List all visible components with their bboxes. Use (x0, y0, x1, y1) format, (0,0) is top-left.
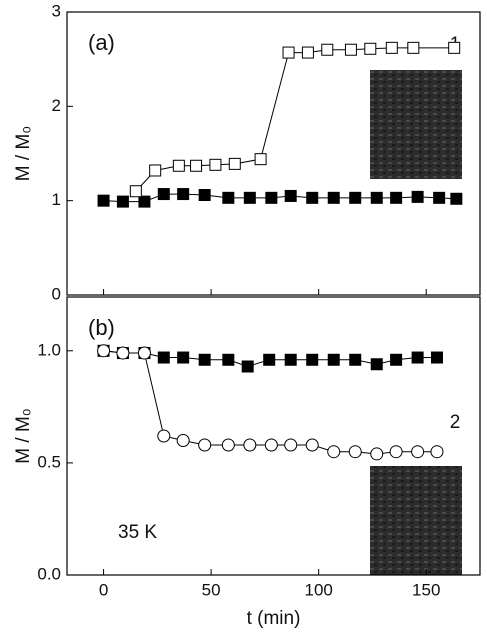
panel-label: (a) (88, 30, 115, 55)
marker (241, 360, 254, 373)
x-tick-label: 150 (412, 580, 440, 599)
marker (138, 195, 151, 208)
series-line (103, 193, 457, 203)
marker (254, 153, 267, 166)
marker (344, 43, 357, 56)
marker (228, 157, 241, 170)
marker (306, 353, 319, 366)
marker (198, 438, 212, 452)
marker (349, 191, 362, 204)
marker (301, 46, 314, 59)
marker (198, 353, 211, 366)
marker (264, 438, 278, 452)
plot-frame (66, 11, 481, 296)
marker (349, 353, 362, 366)
marker (370, 191, 383, 204)
marker (327, 353, 340, 366)
marker (97, 344, 111, 358)
note: 35 K (118, 522, 157, 543)
marker (157, 351, 170, 364)
y-tick-label: 3 (52, 1, 61, 20)
marker (306, 191, 319, 204)
marker (177, 188, 190, 201)
marker (177, 351, 190, 364)
panel-label: (b) (88, 315, 115, 340)
inset-label: 2 (476, 534, 482, 548)
marker (157, 429, 171, 443)
marker (243, 191, 256, 204)
marker (450, 192, 463, 205)
y-tick-label: 0 (52, 284, 61, 303)
marker (222, 191, 235, 204)
marker (411, 445, 425, 459)
marker (370, 447, 384, 461)
marker (370, 358, 383, 371)
marker (198, 189, 211, 202)
marker (129, 185, 142, 198)
marker (284, 353, 297, 366)
marker (265, 191, 278, 204)
marker (390, 191, 403, 204)
marker (172, 159, 185, 172)
y-tick-label: 1.0 (37, 340, 61, 359)
marker (430, 445, 444, 459)
x-axis-label: t (min) (247, 608, 301, 629)
inset-label: 1 (476, 138, 482, 152)
y-tick-label: 0.0 (37, 564, 61, 583)
marker (222, 353, 235, 366)
marker (407, 41, 420, 54)
marker (433, 191, 446, 204)
inset-circle (464, 152, 486, 174)
y-tick-label: 1 (52, 190, 61, 209)
marker (116, 346, 130, 360)
marker (305, 438, 319, 452)
marker (284, 189, 297, 202)
x-tick-label: 50 (202, 580, 221, 599)
marker (209, 158, 222, 171)
x-tick-label: 100 (304, 580, 332, 599)
plot-frame (66, 296, 481, 576)
y-axis-label: M / M₀ (13, 408, 34, 463)
marker (430, 351, 443, 364)
marker (284, 438, 298, 452)
series (129, 41, 461, 198)
marker (190, 159, 203, 172)
curve-label: 2 (450, 412, 461, 433)
y-axis-label: M / M₀ (13, 126, 34, 181)
inset-image (370, 466, 462, 575)
marker (385, 41, 398, 54)
marker (282, 46, 295, 59)
y-tick-label: 0.5 (37, 452, 61, 471)
inset-circle (464, 548, 486, 570)
marker (389, 445, 403, 459)
marker (327, 191, 340, 204)
marker (390, 353, 403, 366)
marker (321, 43, 334, 56)
marker (348, 445, 362, 459)
marker (149, 164, 162, 177)
marker (97, 194, 110, 207)
y-tick-label: 2 (52, 96, 61, 115)
marker (411, 351, 424, 364)
marker (411, 190, 424, 203)
inset-image (370, 70, 462, 179)
marker (221, 438, 235, 452)
series-line (103, 350, 437, 455)
marker (364, 42, 377, 55)
marker (243, 438, 257, 452)
marker (448, 41, 461, 54)
series (97, 188, 463, 208)
marker (157, 188, 170, 201)
marker (116, 195, 129, 208)
series (97, 344, 444, 461)
marker (263, 353, 276, 366)
marker (327, 445, 341, 459)
marker (137, 346, 151, 360)
x-tick-label: 0 (99, 580, 108, 599)
marker (176, 433, 190, 447)
